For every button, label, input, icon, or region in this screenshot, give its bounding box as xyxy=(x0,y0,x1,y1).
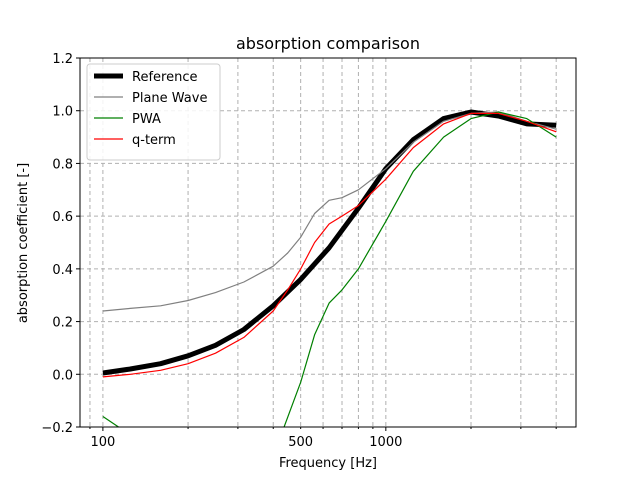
plot-area xyxy=(102,109,557,427)
legend-box xyxy=(86,63,221,161)
series-line-q-term xyxy=(102,112,557,378)
plot-frame xyxy=(79,57,577,428)
legend-label-reference: Reference xyxy=(132,70,197,85)
legend-label-plane-wave: Plane Wave xyxy=(132,91,207,106)
y-tick-label: 0.4 xyxy=(52,263,73,278)
legend-label-q-term: q-term xyxy=(132,133,176,148)
x-tick-label: 1000 xyxy=(369,435,402,450)
legend-label-pwa: PWA xyxy=(132,112,161,127)
y-tick-label: 0.0 xyxy=(52,368,73,383)
y-tick-label: 0.8 xyxy=(52,157,73,172)
x-tick-label: 100 xyxy=(90,435,115,450)
legend: Reference Plane Wave PWA q-term xyxy=(86,63,221,161)
axis-ticks: −0.2 0.0 0.2 0.4 0.6 0.8 1.0 1.2 100 500 1000 xyxy=(41,52,557,450)
y-tick-label: −0.2 xyxy=(41,421,73,436)
y-tick-label: 0.6 xyxy=(52,210,73,225)
y-tick-label: 0.2 xyxy=(52,316,73,331)
series-lines xyxy=(102,109,557,427)
y-tick-label: 1.0 xyxy=(52,105,73,120)
y-tick-label: 1.2 xyxy=(52,52,73,67)
y-axis-label: absorption coefficient [-] xyxy=(16,163,31,323)
chart-title: absorption comparison xyxy=(236,34,420,53)
x-axis-label: Frequency [Hz] xyxy=(279,456,377,471)
series-line-pwa xyxy=(102,111,557,427)
x-tick-label: 500 xyxy=(288,435,313,450)
